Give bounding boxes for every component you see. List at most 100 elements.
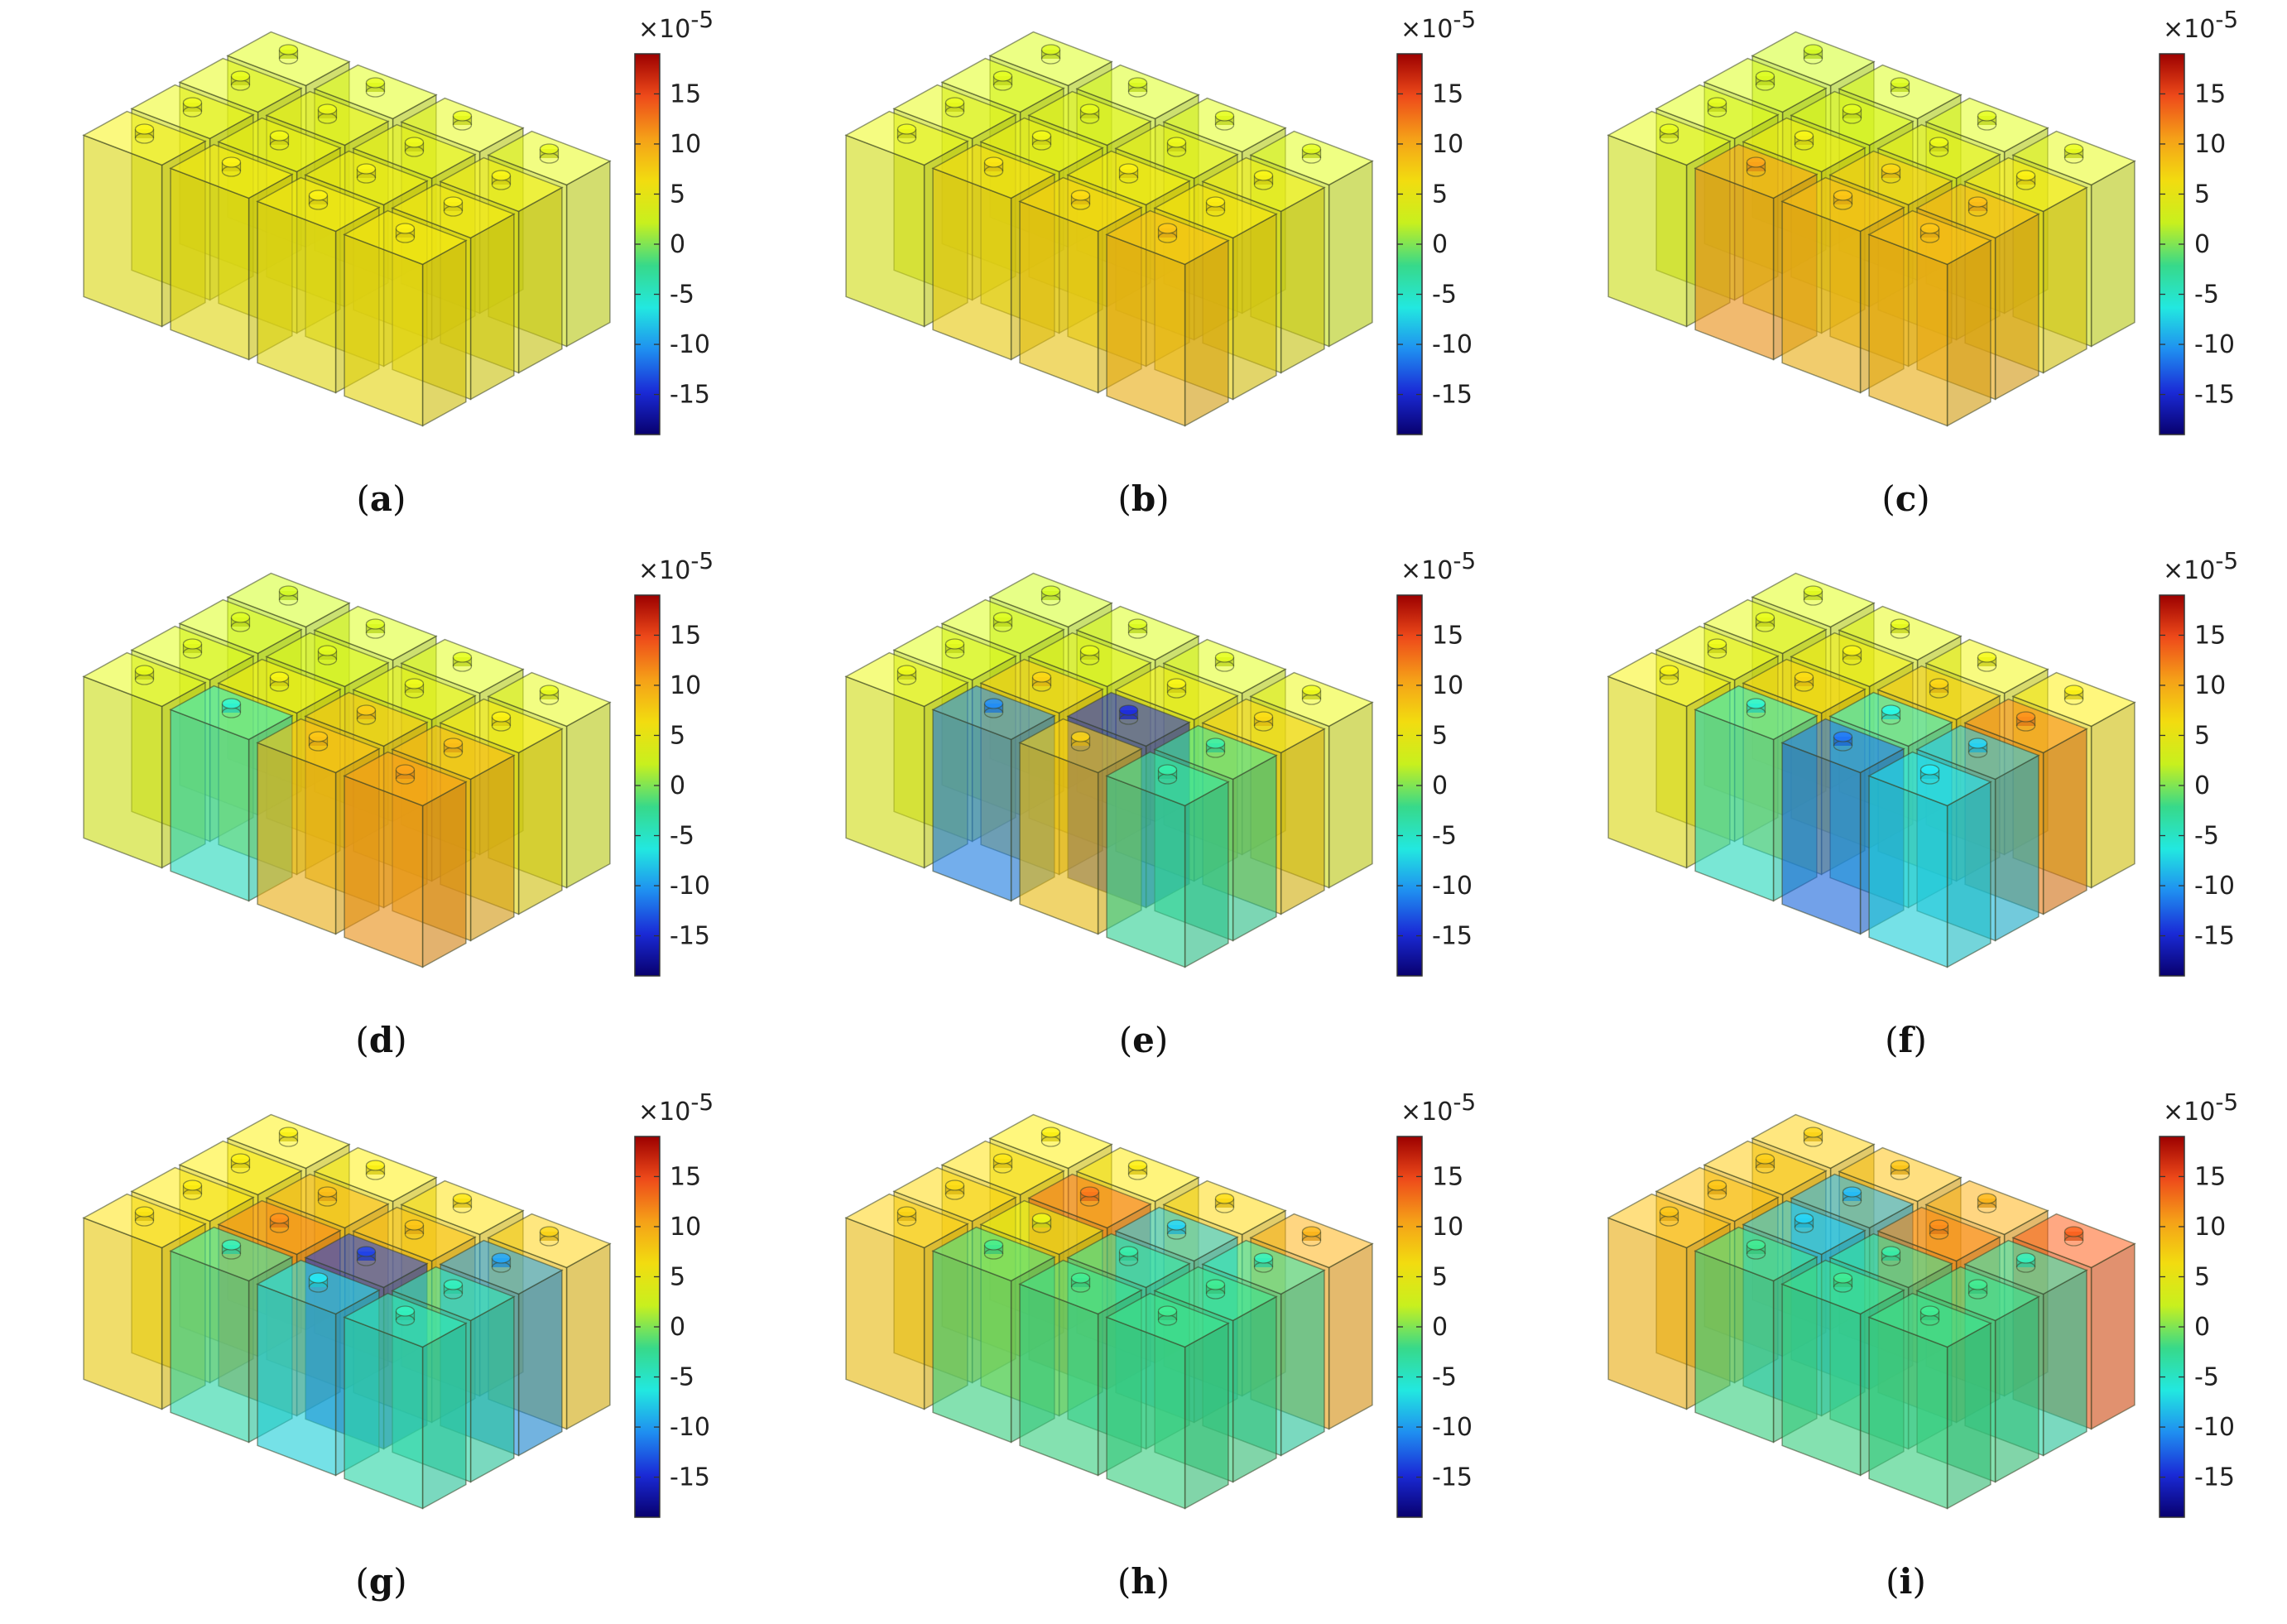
- block-front-face: [83, 675, 163, 869]
- block-right-face: [1994, 1295, 2040, 1483]
- terminal-post: [1755, 70, 1775, 91]
- colorbar-tick-label: 0: [670, 771, 685, 800]
- panel-caption: (b): [1117, 478, 1170, 519]
- terminal-post: [404, 137, 425, 157]
- terminal-post: [1214, 651, 1235, 672]
- terminal-post: [1166, 137, 1187, 157]
- block-front-face: [932, 167, 1012, 361]
- colorbar-tick-label: 10: [2194, 130, 2226, 159]
- colorbar-tick-label: -5: [1432, 281, 1457, 310]
- colorbar-tick-label: 0: [2194, 1313, 2210, 1342]
- colorbar-tick-label: -10: [670, 872, 710, 901]
- terminal-post: [1118, 1246, 1139, 1266]
- terminal-post: [404, 678, 425, 699]
- terminal-post: [1659, 665, 1679, 685]
- block-right-face: [421, 1322, 467, 1510]
- terminal-post: [1079, 103, 1100, 124]
- terminal-post: [221, 698, 242, 718]
- terminal-post: [278, 585, 299, 606]
- colorbar-tick-label: -5: [1432, 822, 1457, 851]
- block-front-face: [344, 1316, 424, 1510]
- block-right-face: [469, 1295, 515, 1483]
- terminal-post: [317, 103, 338, 124]
- colorbar: 15 10 5 0 -5 -10 -15 ×10-5: [1396, 547, 1476, 977]
- block-r4-c4: [1867, 1292, 1992, 1510]
- terminal-post: [404, 1219, 425, 1240]
- terminal-post: [1118, 704, 1139, 725]
- block-right-face: [1280, 1269, 1325, 1457]
- block-front-face: [1694, 709, 1775, 902]
- terminal-post: [365, 618, 386, 639]
- colorbar-tick-label: -15: [2194, 1463, 2235, 1492]
- terminal-post: [356, 163, 377, 184]
- terminal-post: [983, 698, 1004, 718]
- terminal-post: [1031, 671, 1052, 692]
- terminal-post: [443, 1279, 464, 1300]
- panel-h-plot: 15 10 5 0 -5 -10 -15 ×10-5: [844, 1088, 1476, 1518]
- colorbar-tick-label: -10: [1432, 1413, 1473, 1442]
- terminal-post: [896, 123, 917, 144]
- terminal-post: [992, 70, 1013, 91]
- terminal-post: [452, 651, 473, 672]
- terminal-post: [1079, 1186, 1100, 1207]
- block-front-face: [1694, 167, 1775, 361]
- panel-letter: g: [368, 1561, 394, 1602]
- colorbar-tick-label: 15: [1432, 1162, 1463, 1191]
- block-front-face: [257, 742, 337, 935]
- terminal-post: [395, 223, 416, 243]
- terminal-post: [992, 1153, 1013, 1174]
- block-front-face: [1019, 742, 1099, 935]
- terminal-post: [1253, 170, 1274, 190]
- colorbar-tick-label: -10: [1432, 872, 1473, 901]
- terminal-post: [1967, 1279, 1988, 1300]
- colorbar-tick-label: -5: [2194, 1363, 2219, 1392]
- terminal-post: [1707, 97, 1727, 118]
- panel-b-plot: 15 10 5 0 -5 -10 -15 ×10-5: [844, 6, 1476, 435]
- terminal-post: [1301, 685, 1322, 705]
- terminal-post: [1301, 1226, 1322, 1247]
- colorbar-tick-label: 15: [670, 1162, 701, 1191]
- block-right-face: [421, 239, 467, 427]
- panel-letter: c: [1895, 478, 1917, 519]
- colorbar-tick-label: -5: [670, 822, 694, 851]
- terminal-post: [1040, 44, 1061, 65]
- panel-d-plot: 15 10 5 0 -5 -10 -15 ×10-5: [82, 547, 713, 977]
- block-front-face: [1868, 775, 1948, 968]
- terminal-post: [2016, 170, 2036, 190]
- colorbar-multiplier: ×10-5: [638, 547, 713, 585]
- colorbar-tick-label: -5: [670, 1363, 694, 1392]
- terminal-post: [1881, 704, 1901, 725]
- terminal-post: [1977, 110, 1997, 131]
- terminal-post: [1253, 1252, 1274, 1273]
- panel-a-plot: 15 10 5 0 -5 -10 -15 ×10-5: [82, 6, 713, 435]
- terminal-post: [1842, 1186, 1862, 1207]
- terminal-post: [308, 1272, 329, 1293]
- terminal-post: [1707, 638, 1727, 659]
- colorbar-tick-label: 5: [670, 1262, 685, 1291]
- block-right-face: [517, 728, 563, 915]
- colorbar-tick-label: 5: [2194, 721, 2210, 750]
- terminal-post: [1755, 1153, 1775, 1174]
- block-right-face: [565, 701, 611, 889]
- block-front-face: [1607, 1217, 1688, 1410]
- colorbar-tick-label: -15: [670, 922, 710, 951]
- colorbar-tick-label: 15: [2194, 1162, 2226, 1191]
- terminal-post: [1967, 196, 1988, 217]
- colorbar-tick-label: 10: [2194, 671, 2226, 700]
- terminal-post: [896, 665, 917, 685]
- colorbar-tick-label: 0: [2194, 771, 2210, 800]
- colorbar-tick-label: 0: [1432, 1313, 1448, 1342]
- block-front-face: [845, 134, 925, 328]
- terminal-post: [992, 612, 1013, 632]
- panel-caption: (f): [1885, 1020, 1927, 1060]
- terminal-post: [134, 665, 155, 685]
- colorbar-tick-label: -5: [2194, 281, 2219, 310]
- block-front-face: [845, 675, 925, 869]
- block-front-face: [1106, 775, 1186, 968]
- colorbar-tick-label: -15: [1432, 1463, 1473, 1492]
- terminal-post: [2016, 711, 2036, 732]
- terminal-post: [452, 1193, 473, 1213]
- panel-letter: e: [1132, 1020, 1155, 1060]
- terminal-post: [443, 196, 464, 217]
- block-right-face: [565, 160, 611, 348]
